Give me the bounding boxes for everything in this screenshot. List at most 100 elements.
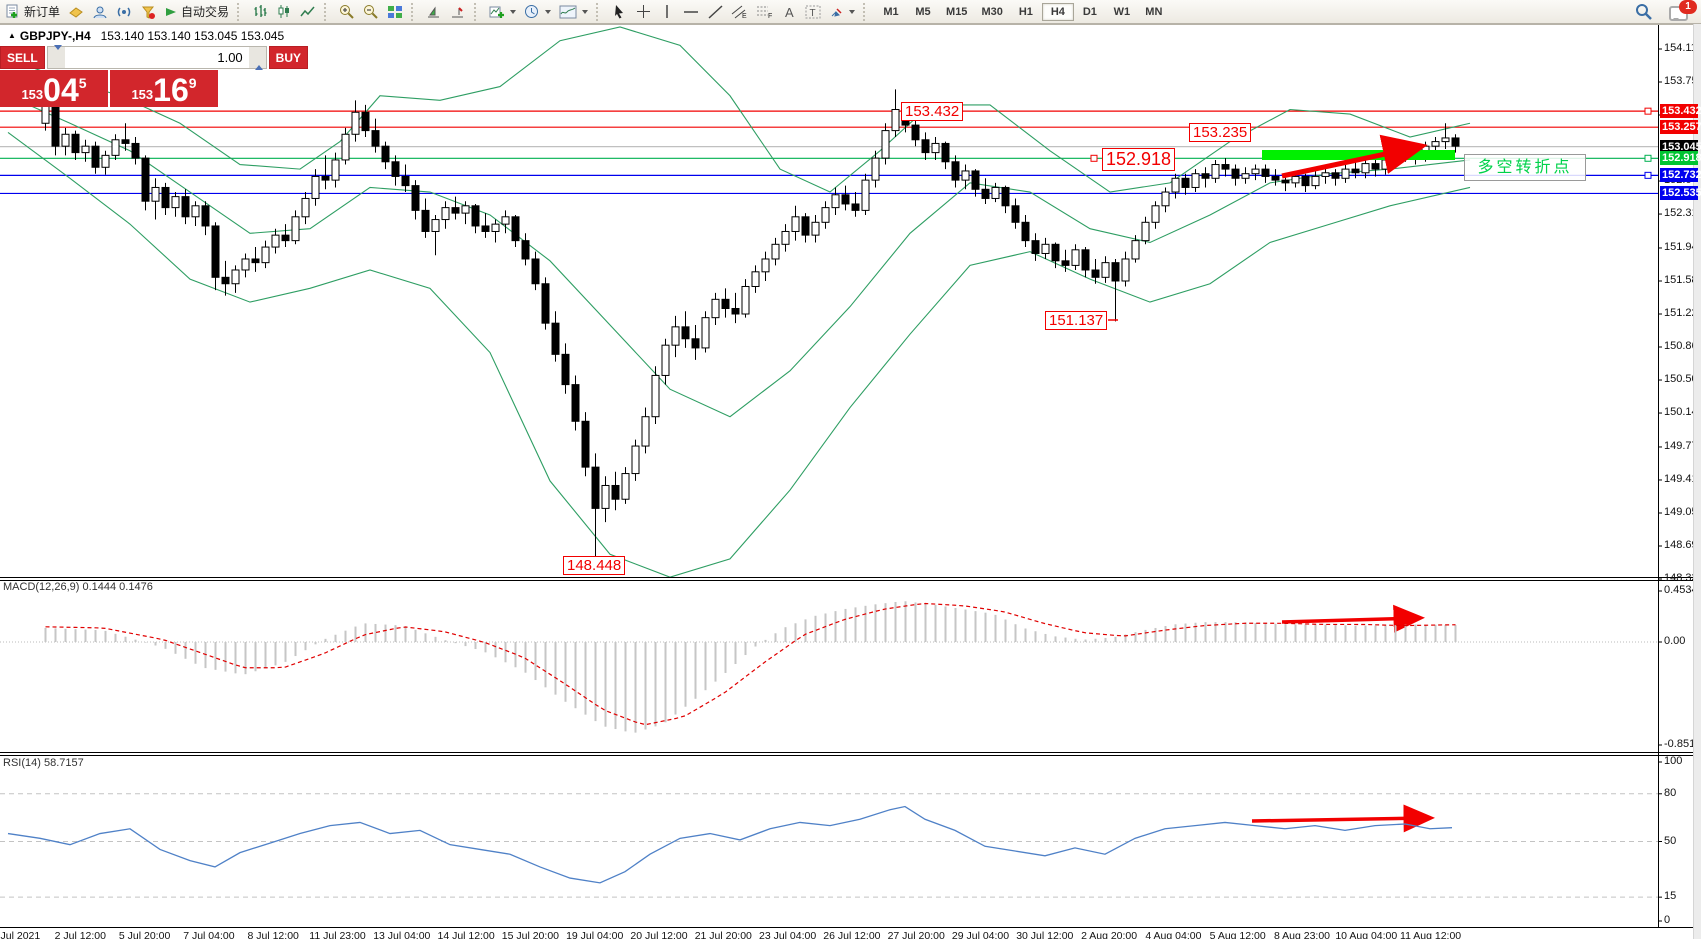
- price-tick-label: 151.940: [1664, 240, 1701, 253]
- vertical-line-button[interactable]: [656, 2, 678, 22]
- periods-button[interactable]: [521, 2, 554, 22]
- timeframe-m1[interactable]: M1: [875, 3, 907, 21]
- zoom-out-button[interactable]: [360, 2, 382, 22]
- candlestick-chart-button[interactable]: [273, 2, 295, 22]
- chart-shift-button[interactable]: [447, 2, 469, 22]
- main-trend-arrow[interactable]: [1281, 134, 1428, 179]
- collapse-triangle-icon[interactable]: ▲: [8, 31, 16, 40]
- profile-button[interactable]: [89, 2, 111, 22]
- turning-point-text-object[interactable]: 多空转折点: [1464, 154, 1586, 181]
- buy-price-display[interactable]: 153 16 9: [110, 70, 218, 107]
- timeframe-m30[interactable]: M30: [974, 3, 1009, 21]
- buy-price-pip-digit: 9: [188, 75, 197, 91]
- auto-scroll-button[interactable]: [423, 2, 445, 22]
- rsi-trend-arrow[interactable]: [1251, 804, 1435, 833]
- timeframe-m15[interactable]: M15: [939, 3, 974, 21]
- price-annotation-label[interactable]: 148.448: [563, 556, 626, 576]
- price-annotation-label[interactable]: 153.235: [1189, 123, 1252, 143]
- fibonacci-button[interactable]: F: [753, 2, 776, 22]
- horizontal-line-button[interactable]: [680, 2, 702, 22]
- chart-title: ▲ GBPJPY-,H4 153.140 153.140 153.045 153.0…: [8, 29, 284, 43]
- sell-price-prefix: 153: [21, 87, 44, 102]
- bar-chart-button[interactable]: [249, 2, 271, 22]
- volume-increase-button[interactable]: [248, 47, 266, 70]
- ticket-button[interactable]: [65, 2, 87, 22]
- line-handle[interactable]: [1644, 171, 1652, 179]
- macd-panel[interactable]: [0, 601, 1658, 733]
- volume-decrease-button[interactable]: [47, 45, 65, 68]
- one-click-trading-panel: SELL BUY 153 04 5 153 16 9: [0, 45, 309, 107]
- volume-input[interactable]: [64, 47, 249, 68]
- timeframe-d1[interactable]: D1: [1074, 3, 1106, 21]
- arrows-button[interactable]: [826, 2, 858, 22]
- timeframe-w1[interactable]: W1: [1106, 3, 1138, 21]
- signals-button[interactable]: [113, 2, 135, 22]
- equidistant-channel-icon: E: [731, 5, 747, 19]
- line-chart-button[interactable]: [297, 2, 319, 22]
- price-annotation-label[interactable]: 151.137: [1045, 311, 1108, 331]
- price-annotation-label[interactable]: 153.432: [901, 102, 964, 122]
- toolbar-separator: [474, 2, 481, 21]
- sell-price-display[interactable]: 153 04 5: [0, 70, 108, 107]
- time-tick-label: 30 Jul 12:00: [1016, 930, 1074, 939]
- cursor-button[interactable]: [608, 2, 630, 22]
- time-tick-label: 15 Jul 20:00: [501, 930, 559, 939]
- time-tick-label: 26 Jul 12:00: [823, 930, 881, 939]
- periods-clock-icon: [525, 5, 539, 18]
- timeframe-m5[interactable]: M5: [907, 3, 939, 21]
- macd-indicator-label: MACD(12,26,9) 0.1444 0.1476: [3, 581, 153, 593]
- line-handle[interactable]: [1090, 154, 1098, 162]
- line-chart-icon: [300, 6, 315, 17]
- tile-windows-button[interactable]: [384, 2, 406, 22]
- price-tick-label: 152.310: [1664, 207, 1701, 220]
- price-tick-label: 150.140: [1664, 406, 1701, 419]
- auto-trading-button[interactable]: 自动交易: [161, 2, 232, 22]
- price-tick-label: 154.110: [1664, 41, 1701, 54]
- search-button[interactable]: [1633, 2, 1655, 22]
- rsi-tick-label: 80: [1664, 786, 1677, 799]
- time-tick-label: 20 Jul 12:00: [630, 930, 688, 939]
- templates-button[interactable]: [556, 2, 591, 22]
- window-scrollbar[interactable]: [1693, 24, 1701, 939]
- timeframe-mn[interactable]: MN: [1138, 3, 1170, 21]
- volume-stepper: [46, 45, 267, 70]
- profile-icon: [93, 6, 107, 18]
- ticket-icon: [69, 6, 83, 18]
- price-tick-label: 149.770: [1664, 439, 1701, 452]
- text-icon: A: [785, 5, 794, 19]
- svg-text:T: T: [810, 8, 816, 19]
- indicators-button[interactable]: [486, 2, 519, 22]
- macd-trend-arrow[interactable]: [1281, 604, 1425, 633]
- notifications-button[interactable]: 1: [1669, 0, 1697, 22]
- text-button[interactable]: A: [778, 2, 800, 22]
- crosshair-button[interactable]: [632, 2, 654, 22]
- market-button[interactable]: [137, 2, 159, 22]
- line-handle[interactable]: [1644, 107, 1652, 115]
- trendline-button[interactable]: [704, 2, 726, 22]
- zoom-in-button[interactable]: [336, 2, 358, 22]
- rsi-panel[interactable]: [0, 793, 1658, 898]
- sell-button[interactable]: SELL: [0, 46, 45, 69]
- time-tick-label: 29 Jul 04:00: [951, 930, 1010, 939]
- svg-text:F: F: [768, 13, 772, 19]
- auto-trading-label: 自动交易: [181, 5, 230, 19]
- price-annotation-label[interactable]: 152.918: [1102, 148, 1176, 171]
- main-price-panel[interactable]: [0, 26, 1658, 577]
- bollinger-upper-band: [7, 26, 1471, 193]
- crosshair-icon: [636, 5, 650, 18]
- timeframe-h4[interactable]: H4: [1041, 2, 1074, 21]
- equidistant-channel-button[interactable]: E: [728, 2, 751, 22]
- timeframe-h1[interactable]: H1: [1010, 3, 1042, 21]
- text-label-button[interactable]: T: [802, 2, 824, 22]
- line-handle[interactable]: [1644, 154, 1652, 162]
- green-highlight-bar[interactable]: [1262, 150, 1455, 160]
- time-tick-label: 10 Aug 04:00: [1335, 930, 1398, 939]
- buy-button[interactable]: BUY: [268, 46, 309, 69]
- new-order-button[interactable]: 新订单: [2, 2, 63, 22]
- sell-price-pip-digit: 5: [78, 75, 87, 91]
- time-tick-label: 11 Jul 23:00: [309, 930, 366, 939]
- search-icon: [1636, 4, 1652, 20]
- zoom-out-icon: [364, 5, 378, 19]
